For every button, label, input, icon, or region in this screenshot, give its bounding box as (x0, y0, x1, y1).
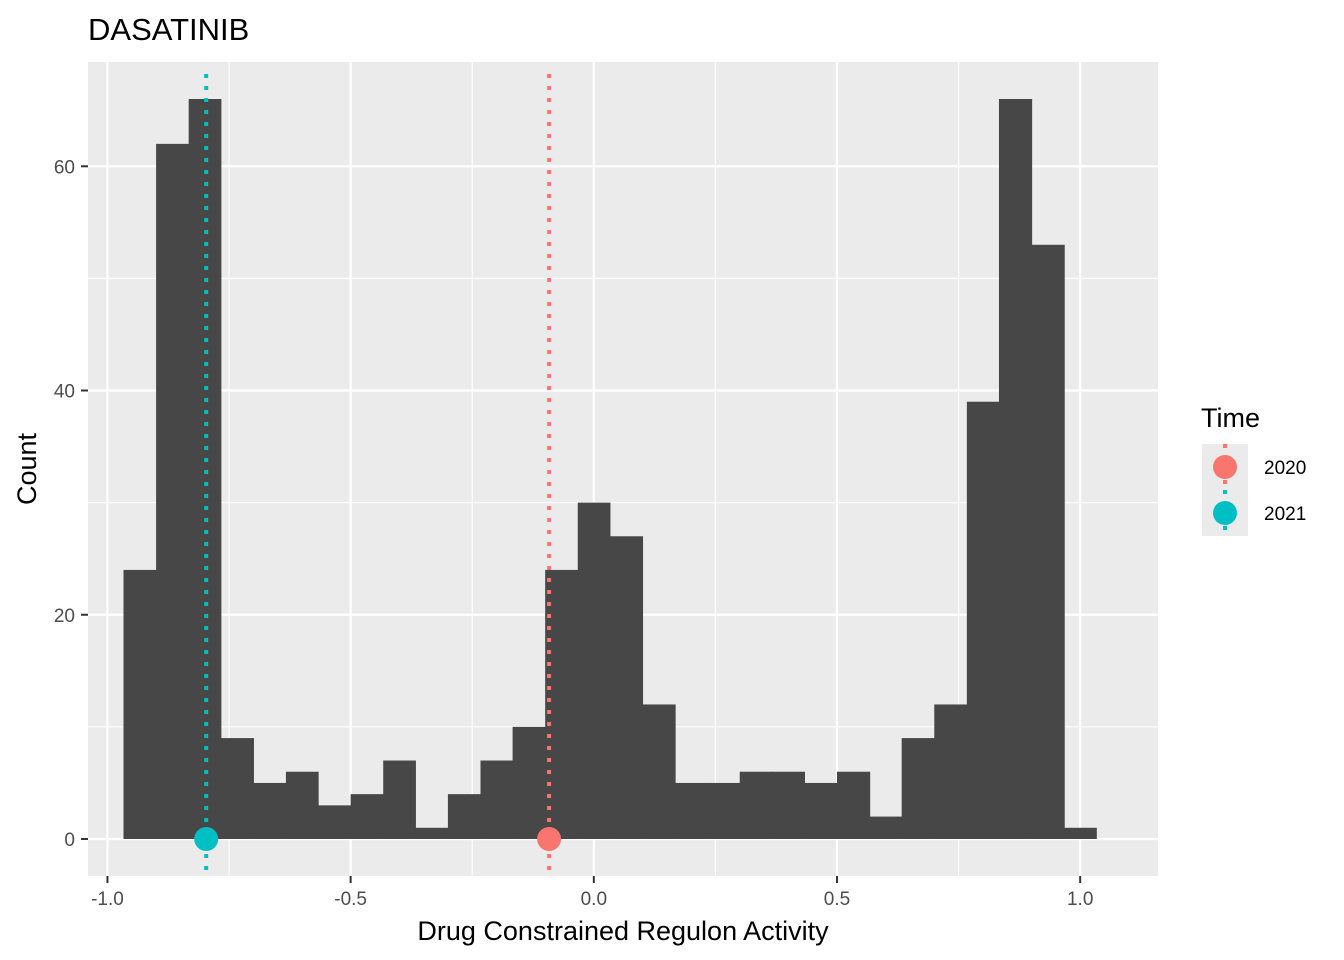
x-tick-label: -1.0 (91, 889, 124, 910)
reference-lines (204, 74, 552, 876)
histogram-bar-8 (350, 794, 384, 839)
y-tick-label: 40 (54, 382, 75, 403)
histogram-bar-13 (512, 726, 546, 839)
histogram-bar-19 (707, 782, 741, 839)
histogram-bar-7 (318, 805, 352, 839)
y-tick-label: 60 (54, 157, 75, 178)
histogram-bar-24 (869, 816, 903, 839)
histogram-bar-6 (285, 771, 319, 839)
legend-title: Time (1201, 403, 1260, 433)
histogram-bar-30 (1064, 827, 1097, 839)
legend-label-2020: 2020 (1264, 458, 1306, 479)
reference-point-2020 (537, 827, 562, 851)
reference-points (194, 827, 562, 851)
histogram-bar-3 (188, 99, 222, 839)
histogram-bar-28 (998, 99, 1033, 839)
histogram-bar-2 (156, 143, 190, 839)
chart-title: DASATINIB (88, 12, 249, 47)
legend-keys: 2020 2021 (1202, 444, 1306, 536)
y-tick-label: 20 (54, 606, 75, 627)
histogram-bar-20 (739, 771, 773, 839)
y-axis-title: Count (12, 432, 42, 505)
histogram-bar-11 (447, 794, 482, 839)
histogram-bar-4 (220, 738, 254, 839)
histogram-bar-9 (383, 760, 416, 839)
x-tick-label: 0.5 (824, 889, 850, 910)
histogram-bar-12 (480, 760, 514, 839)
histogram-bar-17 (642, 704, 676, 839)
histogram-bar-5 (253, 782, 287, 839)
histogram-bar-18 (675, 782, 708, 839)
histogram-bar-22 (804, 782, 838, 839)
histogram-bar-21 (772, 771, 806, 839)
x-tick-label: -0.5 (334, 889, 367, 910)
histogram-bar-26 (934, 704, 968, 839)
histogram-bar-25 (901, 738, 935, 839)
x-axis-title: Drug Constrained Regulon Activity (417, 916, 829, 946)
histogram-bar-14 (545, 569, 579, 839)
x-tick-label: 1.0 (1067, 889, 1093, 910)
legend-key-point-2021 (1213, 501, 1237, 525)
y-tick-label: 0 (64, 830, 75, 851)
histogram-bar-16 (609, 536, 644, 839)
histogram-bar-27 (966, 401, 1000, 839)
histogram-bar-10 (415, 827, 449, 839)
legend-label-2021: 2021 (1264, 504, 1306, 525)
x-axis-ticks: -1.0 -0.5 0.0 0.5 1.0 (91, 876, 1093, 910)
legend-key-point-2020 (1213, 455, 1237, 479)
histogram-bar-15 (577, 502, 611, 839)
histogram-bar-29 (1031, 244, 1065, 839)
histogram-bar-23 (837, 771, 871, 839)
legend: Time 2020 2021 (1201, 403, 1306, 536)
reference-point-2021 (194, 827, 219, 851)
y-axis-ticks: 0 20 40 60 (54, 157, 88, 851)
histogram-bar-1 (123, 569, 157, 839)
x-tick-label: 0.0 (581, 889, 607, 910)
histogram-bars (123, 99, 1097, 839)
